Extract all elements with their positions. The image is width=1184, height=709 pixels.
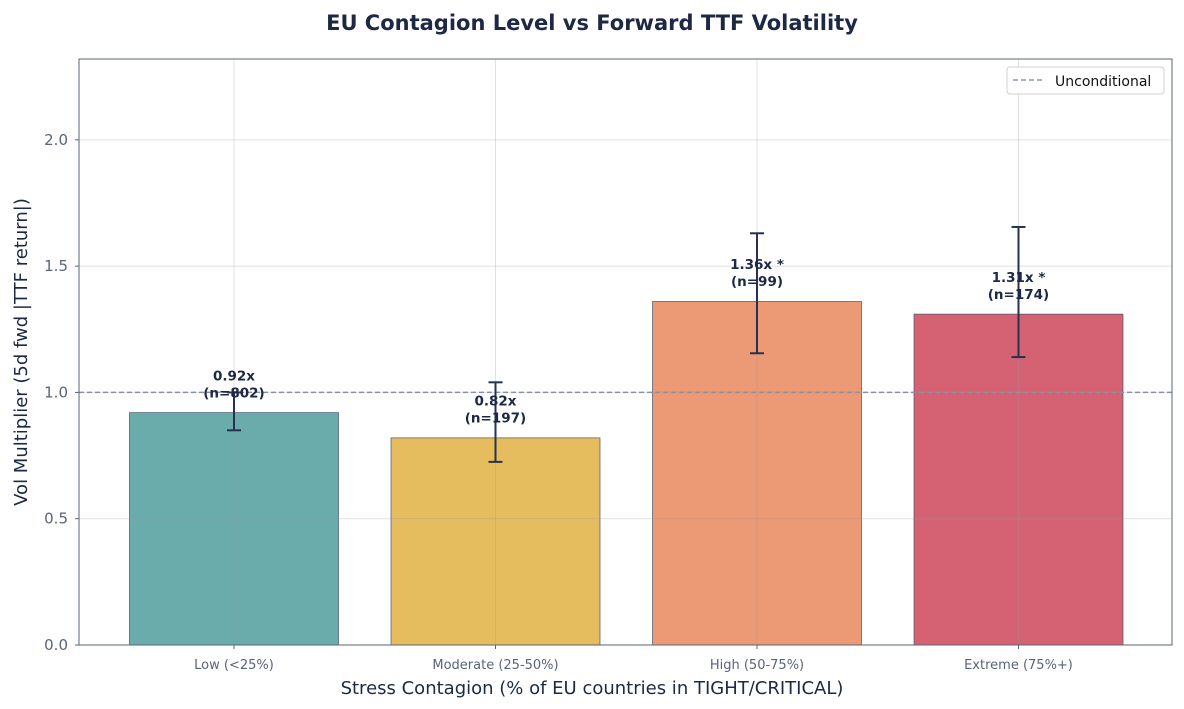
- bar-count-label: (n=174): [988, 287, 1049, 303]
- bar-count-label: (n=802): [203, 385, 264, 401]
- bar-value-label: 0.82x: [474, 394, 516, 410]
- legend-box: [1006, 66, 1165, 95]
- y-tick-label: 0.5: [44, 510, 68, 528]
- bar-value-label: 1.31x *: [992, 270, 1046, 286]
- y-tick-label: 1.5: [44, 257, 68, 275]
- chart-title: EU Contagion Level vs Forward TTF Volati…: [326, 11, 858, 35]
- x-tick-label: Moderate (25-50%): [432, 658, 558, 673]
- bar-0: [129, 412, 339, 646]
- x-axis-label: Stress Contagion (% of EU countries in T…: [341, 678, 844, 699]
- bar-count-label: (n=99): [731, 274, 783, 290]
- y-tick-label: 2.0: [44, 131, 68, 149]
- x-tick-label: Extreme (75%+): [964, 658, 1073, 673]
- y-axis-label: Vol Multiplier (5d fwd |TTF return|): [11, 198, 32, 506]
- x-tick-label: Low (<25%): [194, 658, 274, 673]
- bar-3: [913, 313, 1124, 646]
- bar-count-label: (n=197): [465, 411, 526, 427]
- bar-labels: 0.92x(n=802) 0.82x(n=197) 1.36x *(n=99) 1.3…: [203, 257, 1049, 426]
- y-tick-label: 1.0: [44, 383, 68, 401]
- bars: [129, 301, 1124, 646]
- x-tick-label: High (50-75%): [710, 658, 804, 673]
- y-tick-label: 0.0: [44, 636, 68, 654]
- plot-frame: [78, 58, 1173, 646]
- x-ticks: Low (<25%) Moderate (25-50%) High (50-75%)…: [194, 645, 1073, 673]
- bar-value-label: 1.36x *: [730, 257, 784, 273]
- error-bars: [227, 225, 1026, 463]
- y-ticks: 0.0 0.5 1.0 1.5 2.0: [44, 131, 79, 654]
- bar-2: [652, 301, 862, 646]
- legend: Unconditional: [1006, 66, 1165, 95]
- bar-value-label: 0.92x: [213, 368, 255, 384]
- legend-label: Unconditional: [1055, 74, 1151, 90]
